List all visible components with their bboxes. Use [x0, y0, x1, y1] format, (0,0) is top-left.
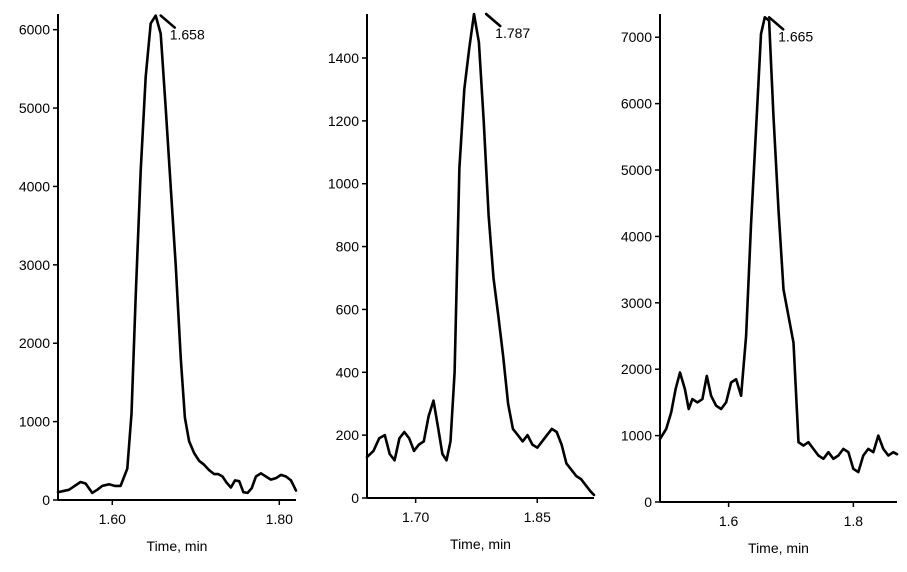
peak-marker	[767, 16, 785, 31]
y-tick-label: 3000	[19, 257, 50, 273]
chromatogram-panel-2: 0 200 400 600 800 1000 1200 1400 1.70 1.85 Time, m…	[328, 12, 596, 552]
y-tick-label: 5000	[621, 162, 652, 178]
x-tick-label: 1.85	[524, 509, 551, 525]
y-tick-label: 7000	[621, 29, 652, 45]
peak-label: 1.658	[170, 27, 205, 43]
x-axis-title: Time, min	[450, 536, 511, 552]
y-tick-label: 6000	[621, 96, 652, 112]
y-tick-label: 4000	[621, 228, 652, 244]
y-tick-label: 2000	[19, 335, 50, 351]
peak-marker	[159, 14, 177, 29]
y-tick-label: 200	[336, 427, 360, 443]
y-tick-label: 800	[336, 239, 360, 255]
y-tick-label: 1000	[621, 428, 652, 444]
y-tick-label: 600	[336, 301, 360, 317]
y-tick-label: 400	[336, 364, 360, 380]
peak-marker	[484, 12, 502, 28]
y-tick-label: 5000	[19, 100, 50, 116]
y-tick-label: 2000	[621, 361, 652, 377]
x-tick-label: 1.6	[719, 513, 739, 529]
series-line	[56, 14, 298, 495]
y-tick-label: 4000	[19, 178, 50, 194]
y-tick-label: 3000	[621, 295, 652, 311]
y-tick-label: 1000	[328, 176, 359, 192]
chromatogram-panel-1: 0 1000 2000 3000 4000 5000 6000 1.60 1.80 Time, m…	[19, 14, 298, 554]
y-tick-label: 0	[644, 494, 652, 510]
peak-label: 1.787	[495, 25, 530, 41]
y-tick-label: 0	[351, 490, 359, 506]
peak-label: 1.665	[778, 28, 813, 44]
x-tick-label: 1.60	[99, 511, 126, 527]
y-tick-label: 1000	[19, 414, 50, 430]
x-tick-label: 1.8	[844, 513, 864, 529]
y-tick-label: 1400	[328, 50, 359, 66]
x-axis-title: Time, min	[147, 538, 208, 554]
series-line	[658, 15, 899, 474]
x-tick-label: 1.70	[402, 509, 429, 525]
series-line	[365, 12, 596, 497]
x-tick-label: 1.80	[266, 511, 293, 527]
y-tick-label: 6000	[19, 22, 50, 38]
chromatogram-panel-3: 0 1000 2000 3000 4000 5000 6000 7000 1.6 1.8 Time,…	[621, 14, 899, 556]
y-tick-label: 0	[42, 492, 50, 508]
x-axis-title: Time, min	[748, 540, 809, 556]
y-tick-label: 1200	[328, 113, 359, 129]
